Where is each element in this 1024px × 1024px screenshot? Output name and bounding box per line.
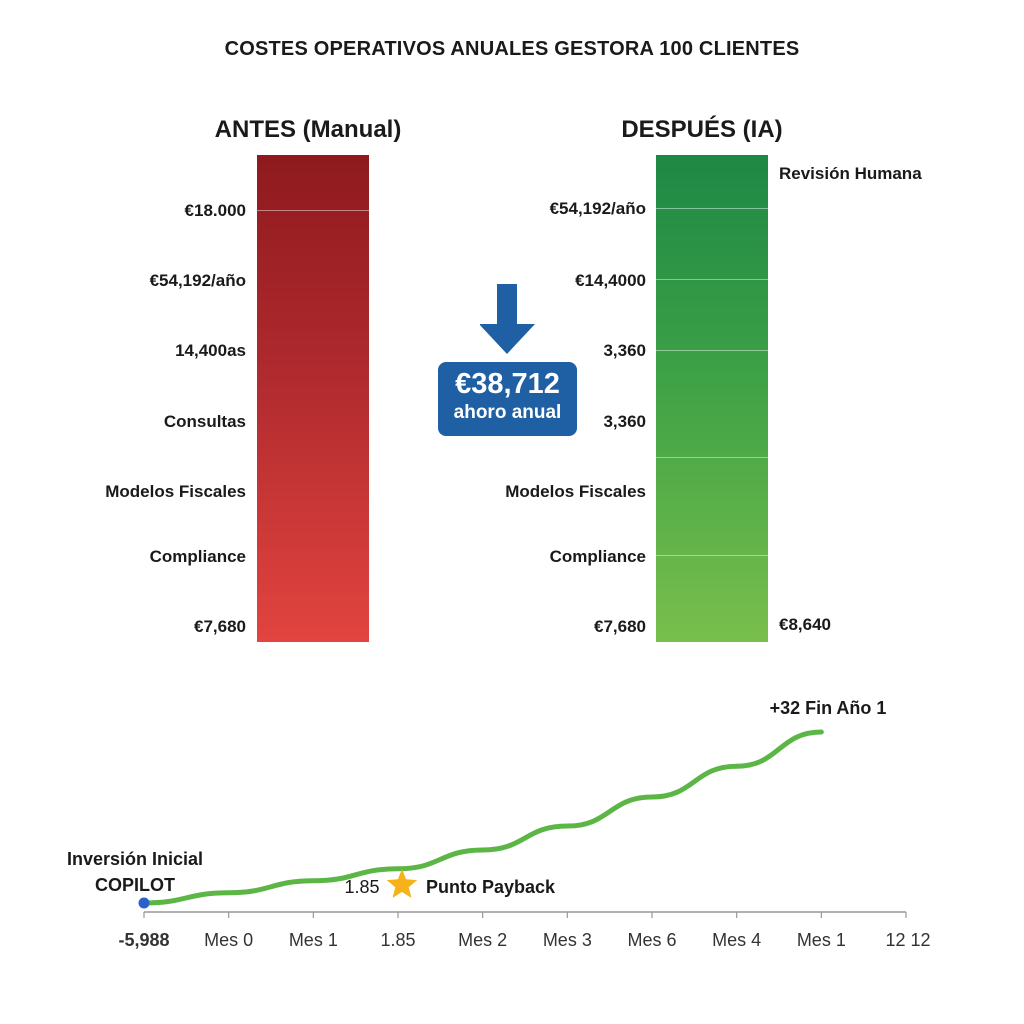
before-title: ANTES (Manual) (214, 116, 402, 143)
before-label-1: €54,192/año (149, 271, 246, 290)
x-tick-label: Mes 1 (289, 930, 338, 950)
before-bar (257, 155, 369, 642)
after-label-6: €7,680 (594, 617, 646, 636)
x-tick-label: Mes 4 (712, 930, 761, 950)
before-label-2: 14,400as (175, 341, 246, 360)
payback-value: 1.85 (344, 877, 379, 897)
x-tick-label: Mes 0 (204, 930, 253, 950)
start-annotation: Inversión Inicial COPILOT (67, 849, 203, 895)
x-tick-label: 12 12 (885, 930, 930, 950)
after-right-label-0: Revisión Humana (779, 164, 922, 183)
after-bar (656, 155, 768, 642)
chart-title: COSTES OPERATIVOS ANUALES GESTORA 100 CL… (224, 38, 800, 60)
before-label-5: Compliance (149, 547, 246, 566)
after-right-label-1: €8,640 (779, 615, 831, 634)
x-tick-label: Mes 1 (797, 930, 846, 950)
x-tick-label: Mes 6 (627, 930, 676, 950)
before-label-4: Modelos Fiscales (105, 482, 246, 501)
before-label-3: Consultas (163, 412, 246, 431)
savings-amount: €38,712 (455, 368, 560, 400)
payback-line (141, 729, 824, 906)
after-title: DESPUÉS (IA) (621, 116, 783, 143)
before-label-0: €18.000 (184, 201, 246, 220)
after-label-1: €14,4000 (575, 271, 646, 290)
after-label-4: Modelos Fiscales (505, 482, 646, 501)
x-tick-label: -5,988 (118, 930, 169, 950)
payback-star-icon (386, 869, 418, 898)
after-label-3: 3,360 (603, 412, 646, 431)
down-arrow-icon (480, 284, 535, 354)
after-label-2: 3,360 (603, 341, 646, 360)
start-point (138, 897, 150, 909)
savings-label: ahoro anual (453, 402, 562, 423)
end-annotation: +32 Fin Año 1 (770, 698, 887, 718)
before-label-6: €7,680 (194, 617, 246, 636)
savings-badge: €38,712 ahoro anual (438, 362, 577, 436)
payback-chart: -5,988 Mes 0 Mes 1 1.85 Mes 2 Mes 3 Mes 6 Mes 4… (67, 698, 931, 950)
x-tick-label: Mes 3 (543, 930, 592, 950)
payback-label: Punto Payback (426, 877, 556, 897)
x-tick-label: 1.85 (380, 930, 415, 950)
after-label-5: Compliance (549, 547, 646, 566)
after-label-0: €54,192/año (549, 199, 646, 218)
x-tick-label: Mes 2 (458, 930, 507, 950)
